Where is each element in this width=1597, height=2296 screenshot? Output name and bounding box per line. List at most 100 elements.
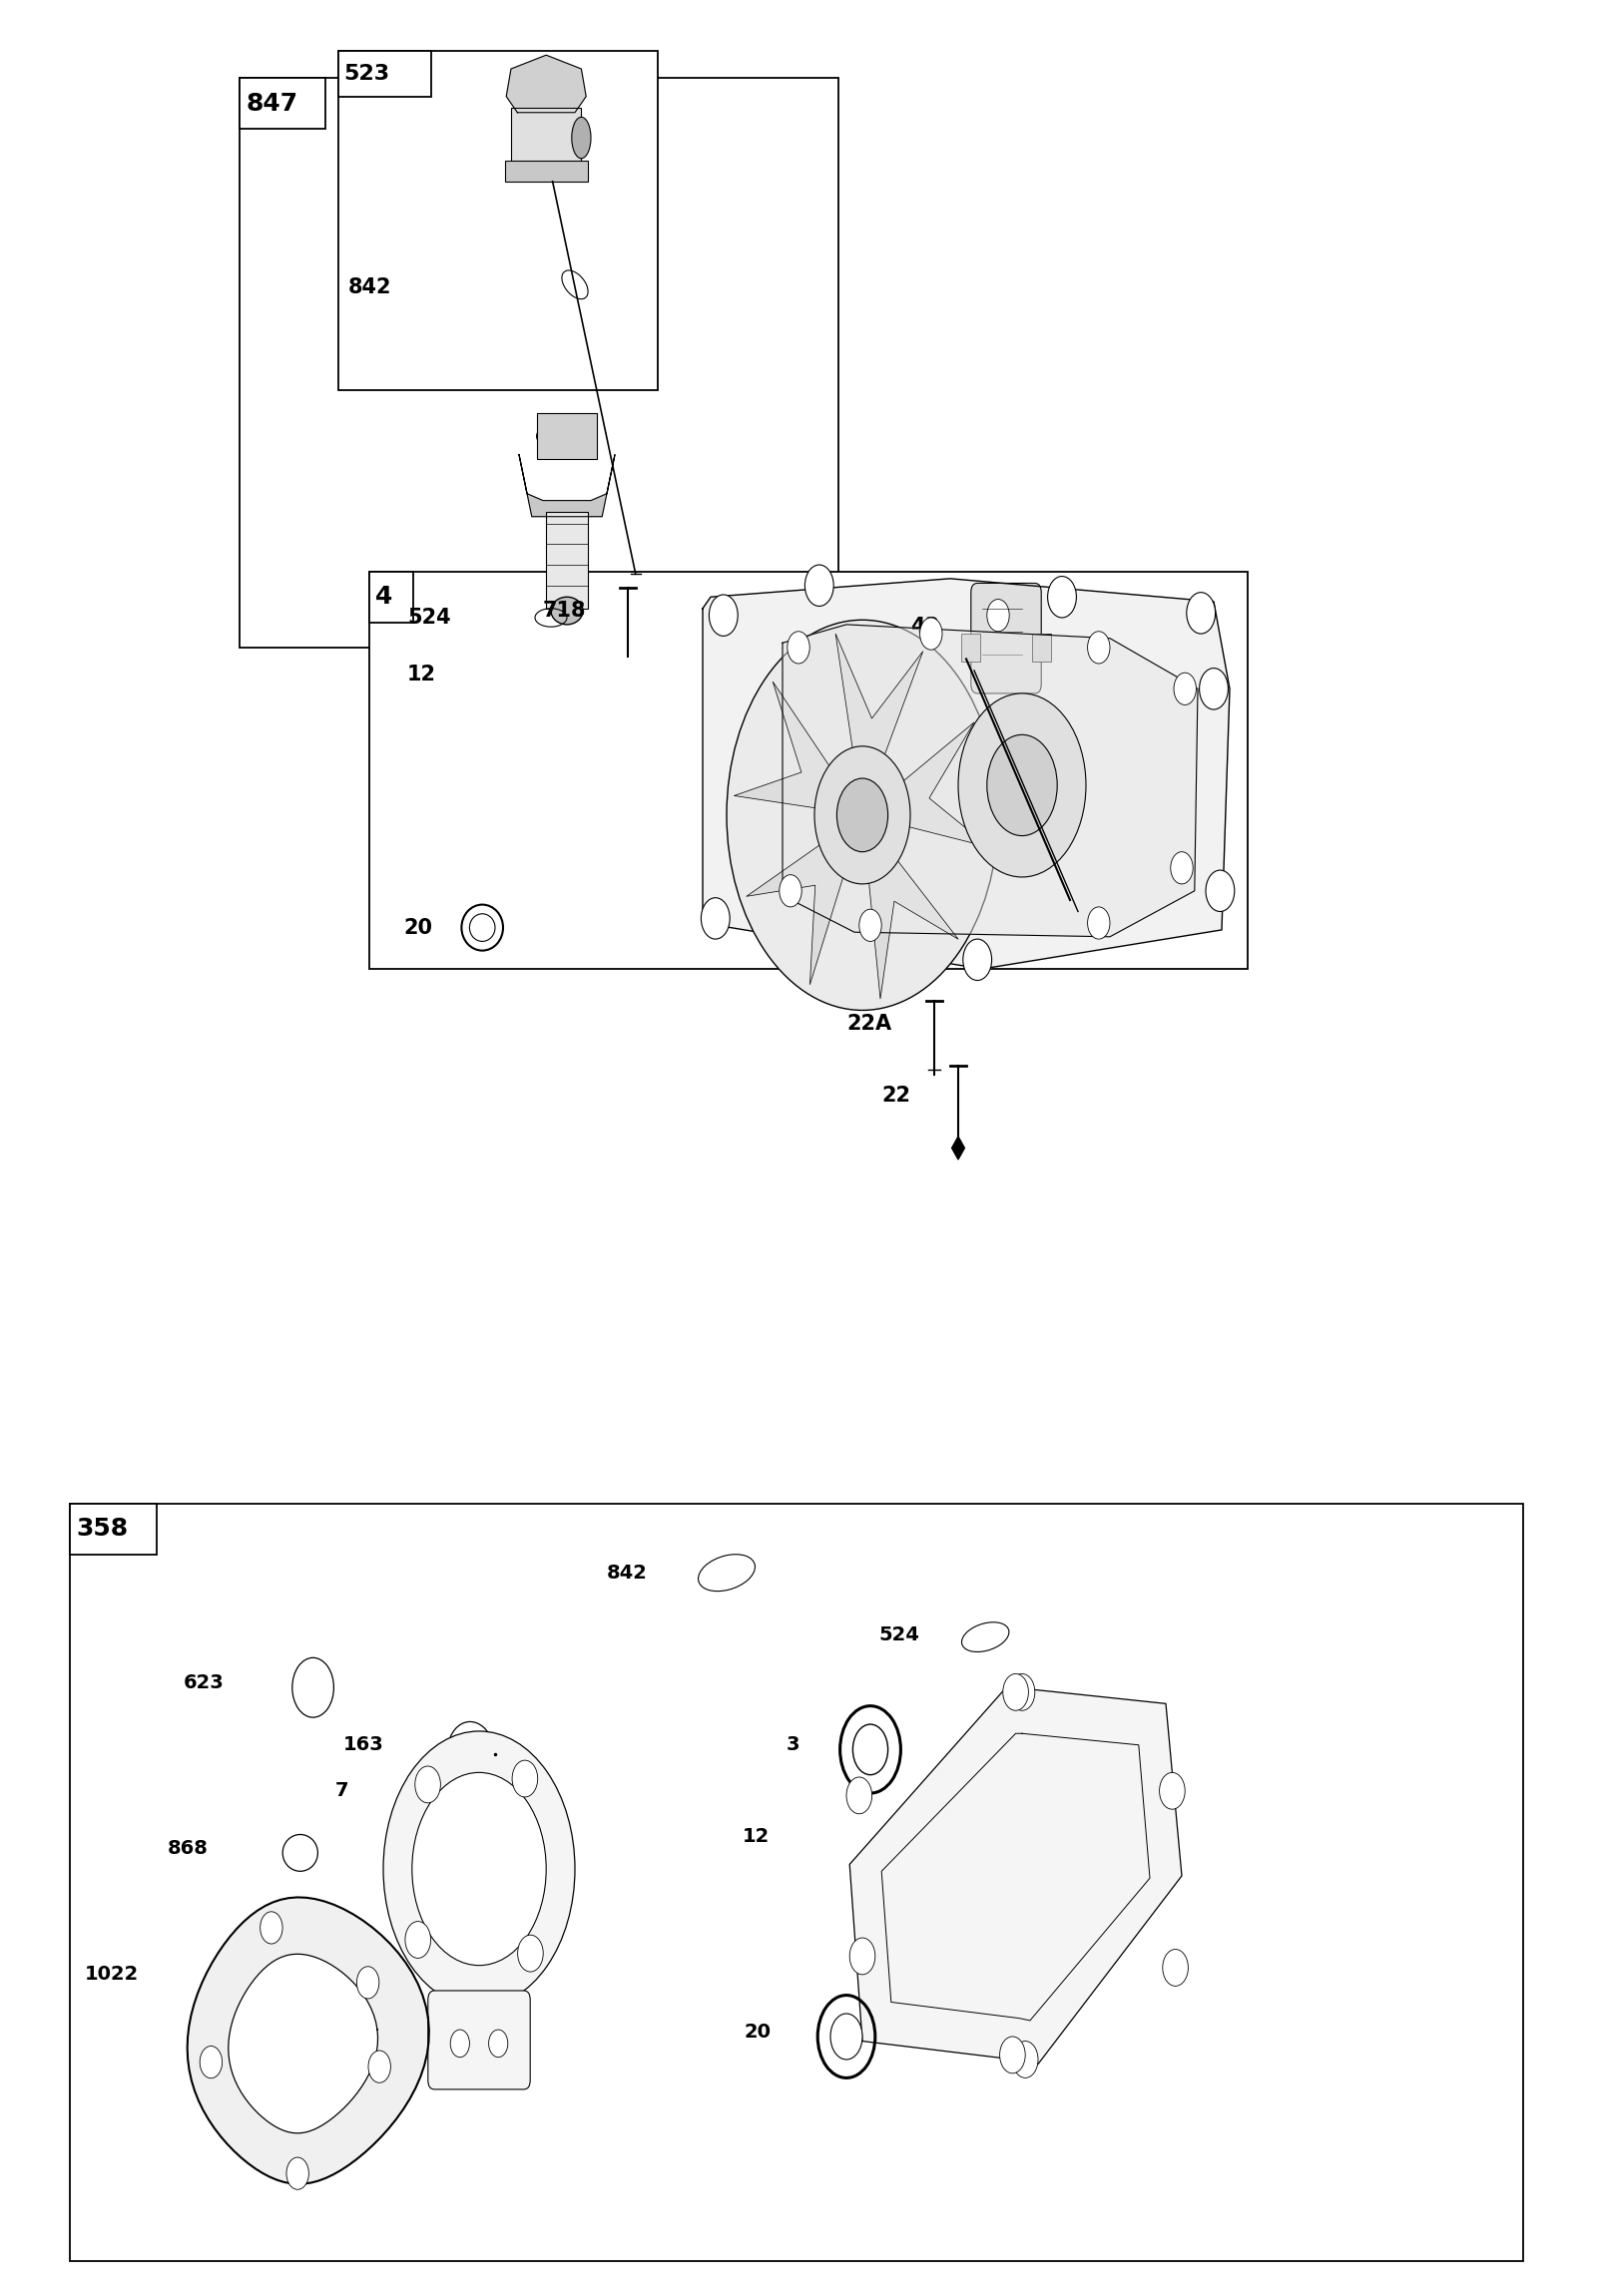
Circle shape bbox=[1088, 631, 1110, 664]
Circle shape bbox=[1048, 576, 1076, 618]
Circle shape bbox=[356, 1965, 378, 1998]
Circle shape bbox=[1187, 592, 1215, 634]
Bar bbox=[240, 78, 838, 647]
Circle shape bbox=[920, 618, 942, 650]
Bar bbox=[546, 512, 588, 608]
Text: 163: 163 bbox=[343, 1736, 383, 1754]
Polygon shape bbox=[850, 1688, 1182, 2064]
Polygon shape bbox=[746, 815, 862, 985]
Ellipse shape bbox=[830, 2014, 862, 2060]
Circle shape bbox=[450, 2030, 470, 2057]
Bar bbox=[369, 572, 414, 622]
Text: 842: 842 bbox=[607, 1564, 648, 1582]
Circle shape bbox=[369, 2050, 391, 2082]
Circle shape bbox=[846, 1777, 872, 1814]
Text: 524: 524 bbox=[407, 608, 450, 627]
Circle shape bbox=[814, 746, 910, 884]
Circle shape bbox=[517, 1936, 543, 1972]
Circle shape bbox=[709, 595, 738, 636]
Polygon shape bbox=[783, 625, 1198, 937]
Circle shape bbox=[513, 1761, 538, 1798]
Circle shape bbox=[1171, 852, 1193, 884]
Bar bbox=[240, 78, 326, 129]
Circle shape bbox=[412, 1773, 546, 1965]
Circle shape bbox=[200, 2046, 222, 2078]
Text: 4: 4 bbox=[375, 585, 393, 608]
Circle shape bbox=[1088, 907, 1110, 939]
Circle shape bbox=[958, 693, 1086, 877]
Bar bbox=[70, 1504, 157, 1554]
Polygon shape bbox=[862, 815, 958, 999]
Circle shape bbox=[987, 735, 1057, 836]
Circle shape bbox=[1003, 1674, 1028, 1711]
Text: 718: 718 bbox=[543, 602, 586, 620]
Text: 524: 524 bbox=[878, 1626, 920, 1644]
Circle shape bbox=[383, 1731, 575, 2007]
Polygon shape bbox=[952, 1137, 965, 1159]
Polygon shape bbox=[735, 682, 862, 815]
Polygon shape bbox=[187, 1896, 430, 2183]
Text: 842: 842 bbox=[348, 278, 391, 296]
Circle shape bbox=[701, 898, 730, 939]
Text: 523: 523 bbox=[343, 64, 390, 83]
Text: 847: 847 bbox=[246, 92, 299, 115]
Circle shape bbox=[1199, 668, 1228, 709]
Circle shape bbox=[727, 620, 998, 1010]
Circle shape bbox=[286, 2158, 308, 2190]
Bar bbox=[339, 51, 431, 96]
FancyBboxPatch shape bbox=[428, 1991, 530, 2089]
Circle shape bbox=[987, 599, 1009, 631]
Circle shape bbox=[406, 1922, 431, 1958]
FancyBboxPatch shape bbox=[971, 583, 1041, 693]
Text: 22: 22 bbox=[882, 1086, 910, 1104]
Bar bbox=[369, 572, 1247, 969]
Polygon shape bbox=[835, 634, 923, 815]
Circle shape bbox=[837, 778, 888, 852]
Circle shape bbox=[787, 631, 810, 664]
Ellipse shape bbox=[572, 117, 591, 158]
Text: 20: 20 bbox=[404, 918, 433, 937]
Circle shape bbox=[489, 2030, 508, 2057]
Bar bbox=[339, 51, 658, 390]
Text: 623: 623 bbox=[184, 1674, 224, 1692]
Bar bbox=[537, 413, 597, 459]
Polygon shape bbox=[228, 1954, 378, 2133]
Bar bbox=[961, 634, 981, 661]
Text: 1022: 1022 bbox=[85, 1965, 139, 1984]
Circle shape bbox=[260, 1913, 283, 1945]
Bar bbox=[1032, 634, 1051, 661]
Bar bbox=[70, 1504, 1524, 2262]
Text: 22A: 22A bbox=[846, 1015, 891, 1033]
Circle shape bbox=[963, 939, 992, 980]
Circle shape bbox=[850, 1938, 875, 1975]
Circle shape bbox=[859, 909, 882, 941]
Circle shape bbox=[779, 875, 802, 907]
Circle shape bbox=[415, 1766, 441, 1802]
Ellipse shape bbox=[853, 1724, 888, 1775]
Circle shape bbox=[1174, 673, 1196, 705]
Bar bbox=[505, 161, 588, 181]
Circle shape bbox=[805, 565, 834, 606]
Circle shape bbox=[1163, 1949, 1188, 1986]
Bar bbox=[511, 108, 581, 165]
Text: 20: 20 bbox=[744, 2023, 771, 2041]
Circle shape bbox=[1206, 870, 1234, 912]
Circle shape bbox=[1159, 1773, 1185, 1809]
Ellipse shape bbox=[551, 597, 583, 625]
Text: 358: 358 bbox=[77, 1518, 129, 1541]
Text: 43: 43 bbox=[910, 618, 939, 636]
Circle shape bbox=[1009, 1674, 1035, 1711]
Text: 868: 868 bbox=[168, 1839, 209, 1857]
Ellipse shape bbox=[537, 420, 597, 452]
Polygon shape bbox=[506, 55, 586, 113]
Text: 12: 12 bbox=[743, 1828, 770, 1846]
Text: 3: 3 bbox=[786, 1736, 798, 1754]
Circle shape bbox=[1012, 2041, 1038, 2078]
Polygon shape bbox=[703, 579, 1230, 969]
Text: 7: 7 bbox=[335, 1782, 348, 1800]
Text: 12: 12 bbox=[407, 666, 436, 684]
Ellipse shape bbox=[470, 914, 495, 941]
Circle shape bbox=[1000, 2037, 1025, 2073]
Polygon shape bbox=[519, 455, 615, 517]
Polygon shape bbox=[862, 723, 990, 847]
